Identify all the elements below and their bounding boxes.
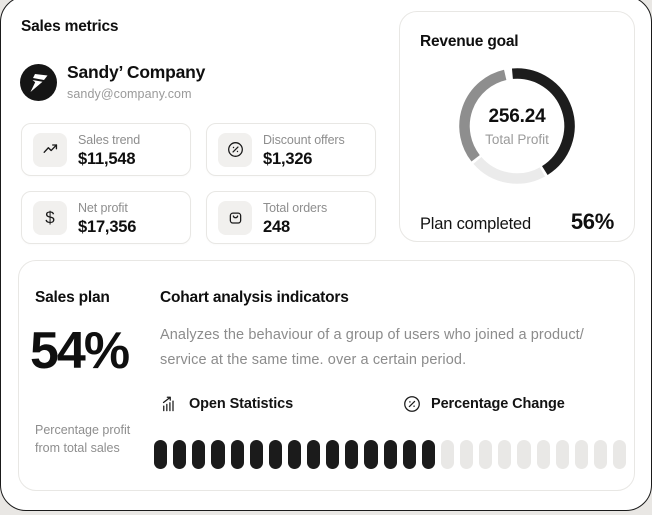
sales-plan-cohort-card: Sales plan 54% Percentage profit from to… [18, 260, 635, 491]
progress-pill [154, 440, 168, 469]
progress-pill [402, 440, 416, 469]
progress-pill [536, 440, 550, 469]
progress-pill [383, 440, 397, 469]
open-statistics-button[interactable]: Open Statistics [160, 394, 293, 414]
progress-pill [192, 440, 206, 469]
progress-pill [460, 440, 474, 469]
progress-pill [517, 440, 531, 469]
progress-pill [498, 440, 512, 469]
donut-segment-secondary [459, 69, 507, 162]
bar-chart-icon [160, 394, 180, 414]
progress-pill [230, 440, 244, 469]
metric-label: Total orders [263, 201, 328, 215]
company-logo [20, 64, 57, 101]
progress-pill [479, 440, 493, 469]
revenue-goal-card: Revenue goal 256.24 Total Profit Plan co… [399, 11, 635, 242]
progress-pills [154, 440, 627, 469]
metric-value: 248 [263, 218, 290, 236]
metric-label: Discount offers [263, 133, 345, 147]
cohort-title: Cohart analysis indicators [160, 289, 349, 306]
sales-plan-caption: Percentage profit from total sales [35, 423, 131, 455]
metric-value: $1,326 [263, 150, 313, 168]
percent-circle-icon [402, 394, 422, 414]
company-logo-icon [30, 73, 47, 92]
cohort-description: Analyzes the behaviour of a group of use… [160, 327, 584, 368]
progress-pill [287, 440, 301, 469]
metric-card-net-profit: $ Net profit $17,356 [21, 191, 191, 244]
donut-center-label: Total Profit [485, 131, 549, 147]
plan-completed-value: 56% [570, 209, 614, 234]
percent-circle-icon [218, 132, 252, 167]
company-email: sandy@company.com [67, 87, 192, 101]
progress-pill [593, 440, 607, 469]
progress-pill [326, 440, 340, 469]
metric-label: Sales trend [78, 133, 141, 147]
donut-chart-svg [459, 68, 575, 184]
metric-card-total-orders: Total orders 248 [206, 191, 376, 244]
donut-center-value: 256.24 [488, 105, 546, 127]
progress-pill [211, 440, 225, 469]
dollar-icon: $ [33, 200, 67, 235]
progress-pill [345, 440, 359, 469]
donut-chart: 256.24 Total Profit [447, 56, 587, 196]
progress-pill [440, 440, 454, 469]
trend-up-icon [33, 132, 67, 167]
progress-pill [364, 440, 378, 469]
progress-pill [421, 440, 435, 469]
company-name: Sandy’ Company [67, 62, 206, 82]
sales-plan-title: Sales plan [35, 289, 110, 306]
progress-pill [173, 440, 187, 469]
progress-pill [613, 440, 627, 469]
open-statistics-label: Open Statistics [189, 396, 294, 412]
percentage-change-label: Percentage Change [431, 396, 565, 412]
metric-card-discount-offers: Discount offers $1,326 [206, 123, 376, 176]
metric-label: Net profit [78, 201, 128, 215]
metric-value: $11,548 [78, 150, 136, 168]
progress-pill [307, 440, 321, 469]
progress-pill [268, 440, 282, 469]
sales-plan-value: 54% [30, 322, 130, 380]
percentage-change-button[interactable]: Percentage Change [402, 394, 565, 414]
plan-completed-label: Plan completed [420, 215, 531, 233]
metric-value: $17,356 [78, 218, 137, 236]
shopping-bag-icon [218, 200, 252, 235]
metric-card-sales-trend: Sales trend $11,548 [21, 123, 191, 176]
page-title: Sales metrics [21, 18, 119, 35]
revenue-goal-title: Revenue goal [420, 33, 519, 50]
progress-pill [249, 440, 263, 469]
donut-segment-remaining [473, 156, 545, 184]
progress-pill [555, 440, 569, 469]
progress-pill [574, 440, 588, 469]
donut-segment-completed [511, 68, 575, 175]
